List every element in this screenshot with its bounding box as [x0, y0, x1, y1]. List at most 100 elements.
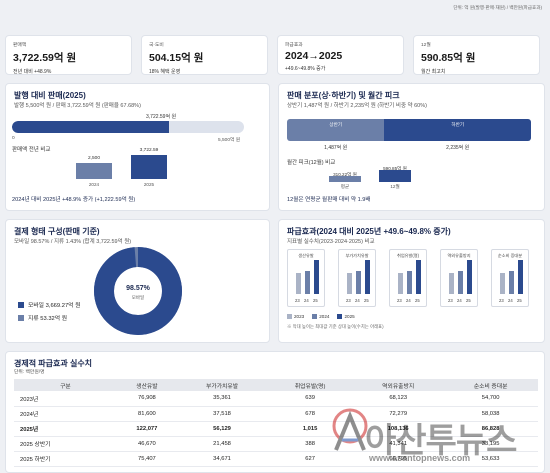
panel-title: 경제적 파급효과 실수치: [14, 359, 93, 368]
table-cell: 56,129: [176, 421, 268, 437]
peak-bar-0: [329, 175, 361, 182]
compare-bar-value: 2,500: [87, 155, 100, 161]
mini-chart-title: 취업유발(명): [396, 253, 420, 258]
table-cell: 72,279: [353, 406, 444, 422]
mini-chart-title: 생산유발: [298, 253, 314, 258]
mini-x-label: 24: [406, 298, 411, 303]
table-header-cell: 역외유출방지: [353, 379, 444, 391]
table-cell: 2025 상반기: [14, 436, 117, 452]
kpi-label: 국·도비: [149, 43, 164, 48]
panel-subtitle: 지표별 실수치(2023·2024·2025) 비교: [287, 239, 375, 245]
halves-value: 2,235억 원: [446, 145, 470, 151]
compare-bar-2025: [131, 155, 167, 179]
mini-bar-2024: [458, 271, 463, 294]
donut-center-label: 모바일: [131, 295, 145, 300]
table-header-cell: 취업유발(명): [267, 379, 354, 391]
dist-footer: 12월은 연평균 월판매 대비 약 1.9배: [287, 197, 371, 203]
mini-x-label: 25: [313, 298, 318, 303]
legend-swatch-2025: [337, 314, 343, 319]
mini-bar-2025: [518, 260, 523, 294]
table-cell: 122,077: [116, 421, 177, 437]
issue-footer: 2024년 대비 2025년 +48.9% 증가 (+1,222.59억 원): [12, 197, 136, 203]
table-cell: 76,908: [116, 391, 177, 407]
kpi-card-sales: 판매액 3,722.59억 원 전년 대비 +48.9%: [5, 35, 132, 75]
donut-center-value: 98.57%: [126, 285, 150, 292]
mini-chart-2: 취업유발(명) 23 24 25: [389, 249, 427, 307]
mini-bar-2025: [416, 260, 421, 294]
panel-subtitle: 발행 5,500억 원 / 판매 3,722.59억 원 (판매율 67.68%…: [14, 103, 141, 109]
kpi-label: 판매액: [13, 43, 27, 48]
mini-chart-3: 역외유출방지 23 24 25: [440, 249, 478, 307]
mini-x-label: 25: [517, 298, 522, 303]
table-row: 2023년 76,908 35,361 639 68,123 54,700: [14, 391, 538, 407]
distribution-panel: 판매 분포(상·하반기) 및 월간 피크 상반기 1,487억 원 / 하반기 …: [278, 83, 545, 211]
payment-donut: [94, 247, 182, 335]
halves-segment-second: 하반기: [384, 119, 531, 141]
table-cell: 35,361: [176, 391, 268, 407]
compare-title: 판매액 전년 비교: [12, 147, 51, 153]
kpi-value: 2024→2025: [285, 50, 343, 62]
table-cell: 1,015: [267, 421, 354, 437]
mini-x-label: 25: [466, 298, 471, 303]
peak-bar-value: 310.22억 원: [333, 171, 357, 177]
table-cell: 108,136: [353, 421, 444, 437]
table-body: 2023년 76,908 35,361 639 68,123 54,700 2024년 81,…: [14, 391, 538, 467]
watermark-mark-icon: [332, 408, 368, 451]
table-header-cell: 순소비 증대분: [443, 379, 538, 391]
mini-bar-2023: [398, 272, 403, 294]
mini-bar-2025: [314, 260, 319, 294]
table-cell: 2025년: [14, 421, 117, 437]
legend-label: 2024: [319, 314, 330, 319]
halves-segment-label: 상반기: [329, 122, 343, 127]
mini-chart-1: 부가가치유발 23 24 25: [338, 249, 376, 307]
panel-subtitle: 상반기 1,487억 원 / 하반기 2,235억 원 (하반기 비중 약 60…: [287, 103, 427, 109]
table-cell: 2025 하반기: [14, 451, 117, 467]
mini-x-label: 25: [364, 298, 369, 303]
table-cell: 678: [267, 406, 354, 422]
mini-bar-2023: [296, 272, 301, 294]
payment-panel: 결제 형태 구성(판매 기준) 모바일 98.57% / 지류 1.43% (합…: [5, 219, 270, 343]
mini-x-label: 24: [304, 298, 309, 303]
axis-max-label: 5,500억 원: [218, 138, 241, 143]
kpi-card-effect: 파급효과 2024→2025 +49.6~49.8% 증가: [277, 35, 404, 75]
panel-title: 결제 형태 구성(판매 기준): [14, 227, 100, 236]
mini-x-label: 25: [415, 298, 420, 303]
table-row: 2024년 81,600 37,518 678 72,279 58,038: [14, 406, 538, 422]
watermark-logo: [328, 406, 372, 458]
kpi-sub: 전년 대비 +48.9%: [13, 69, 52, 75]
table-unit: 단위: 백만원/명: [14, 370, 45, 375]
halves-segment-label: 하반기: [451, 122, 465, 127]
kpi-label: 파급효과: [285, 43, 303, 48]
mini-bar-2025: [365, 260, 370, 294]
legend-swatch-2023: [287, 314, 292, 319]
mini-x-label: 24: [355, 298, 360, 303]
table-header-row: 구분 생산유발 부가가치유발 취업유발(명) 역외유출방지 순소비 증대분: [14, 379, 538, 391]
mini-bar-2025: [467, 260, 472, 294]
legend-swatch-paper: [18, 314, 24, 321]
payment-legend: 모바일 3,669.27억 원 지류 53.32억 원: [18, 300, 80, 322]
effect-note: ※ 막대 높이는 최대값 기준 상대 높이(수치는 아래표): [287, 324, 384, 329]
halves-bar: 상반기 하반기: [287, 119, 531, 141]
watermark-url: www.asantopnews.com: [369, 453, 471, 463]
table-cell: 46,670: [116, 436, 177, 452]
kpi-card-december: 12월 590.85억 원 월간 최고치: [413, 35, 540, 75]
mini-x-label: 23: [448, 298, 453, 303]
table-cell: 53,633: [443, 451, 538, 467]
legend-label: 모바일 3,669.27억 원: [28, 303, 81, 309]
table-cell: 86,828: [443, 421, 538, 437]
effect-panel: 파급효과(2024 대비 2025년 +49.6~49.8% 증가) 지표별 실…: [278, 219, 545, 343]
axis-min-label: 0: [12, 136, 15, 141]
table-cell: 21,458: [176, 436, 268, 452]
unit-note: 단위: 억 원(발행·판매·재원) / 백만원(파급효과): [453, 5, 542, 10]
peak-chart: 310.22억 원 평균 590.85억 원 12월: [319, 164, 439, 190]
kpi-sub: 18% 혜택 운영: [149, 69, 181, 75]
progress-bar-label: 3,722.59억 원: [146, 114, 177, 120]
mini-x-label: 24: [457, 298, 462, 303]
panel-title: 발행 대비 판매(2025): [14, 91, 86, 100]
kpi-sub: +49.6~49.8% 증가: [285, 66, 326, 72]
table-header-cell: 부가가치유발: [176, 379, 268, 391]
mini-x-label: 24: [508, 298, 513, 303]
effect-table: 구분 생산유발 부가가치유발 취업유발(명) 역외유출방지 순소비 증대분 2023년 76…: [14, 379, 538, 467]
table-cell: 81,600: [116, 406, 177, 422]
donut-slice-mobile: [94, 247, 182, 335]
